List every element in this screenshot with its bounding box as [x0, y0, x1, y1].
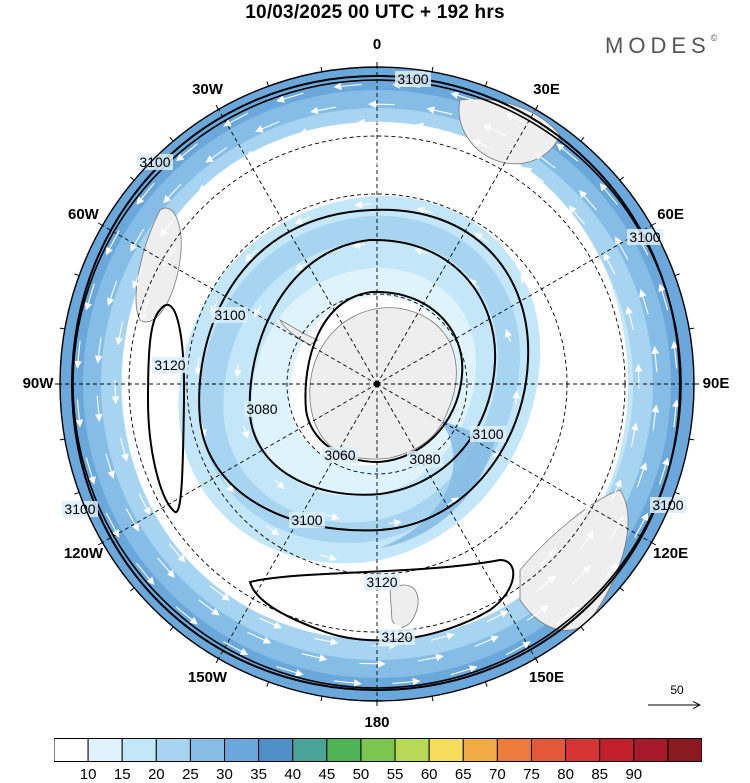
border-tick: [432, 67, 433, 72]
border-tick: [216, 105, 219, 109]
longitude-label-lon0: 0: [347, 36, 407, 53]
contour-label: 3100: [397, 71, 428, 87]
colorbar-swatch: [88, 739, 122, 762]
border-tick: [130, 588, 134, 591]
border-tick: [74, 492, 79, 494]
border-tick: [267, 682, 269, 687]
contour-label: 3120: [381, 629, 412, 645]
longitude-label-lon150e: 150E: [517, 669, 577, 686]
border-tick: [321, 67, 322, 72]
border-tick: [267, 81, 269, 86]
contour-label: 3120: [154, 357, 185, 373]
colorbar-swatch: [395, 739, 429, 762]
colorbar-swatch: [122, 739, 156, 762]
border-tick: [432, 696, 433, 701]
colorbar: [54, 738, 702, 762]
contour-label: 3080: [246, 401, 277, 417]
border-tick: [689, 328, 694, 329]
contour-label: 3100: [64, 501, 95, 517]
border-tick: [130, 177, 134, 180]
colorbar-swatch: [156, 739, 190, 762]
border-tick: [60, 328, 65, 329]
colorbar-swatch: [225, 739, 259, 762]
border-tick: [689, 439, 694, 440]
colorbar-swatch: [634, 739, 668, 762]
contour-label: 3080: [409, 451, 440, 467]
border-tick: [620, 177, 624, 180]
contour-label: 3100: [472, 426, 503, 442]
border-tick: [581, 627, 584, 631]
border-tick: [581, 137, 584, 141]
contour-label: 3100: [214, 307, 245, 323]
colorbar-swatch: [429, 739, 463, 762]
longitude-label-lon30e: 30E: [517, 81, 577, 98]
border-tick: [675, 274, 680, 276]
colorbar-swatch: [259, 739, 293, 762]
colorbar-swatch: [327, 739, 361, 762]
colorbar-swatch: [463, 739, 497, 762]
colorbar-label: 90: [614, 766, 654, 783]
colorbar-swatch: [600, 739, 634, 762]
border-tick: [170, 627, 173, 631]
longitude-label-lon90w: 90W: [8, 375, 68, 392]
colorbar-swatch: [668, 739, 702, 762]
border-tick: [321, 696, 322, 701]
border-tick: [485, 81, 487, 86]
colorbar-swatch: [54, 739, 88, 762]
colorbar-swatch: [566, 739, 600, 762]
border-tick: [536, 105, 539, 109]
longitude-label-lon120w: 120W: [53, 545, 113, 562]
border-tick: [536, 659, 539, 663]
colorbar-swatch: [531, 739, 565, 762]
longitude-label-lon90e: 90E: [686, 375, 746, 392]
streamline-arrow: [358, 122, 382, 123]
border-tick: [98, 223, 102, 226]
colorbar-swatch: [361, 739, 395, 762]
contour-label: 3100: [139, 154, 170, 170]
border-tick: [216, 659, 219, 663]
border-tick: [652, 223, 656, 226]
streamline-arrow: [638, 365, 639, 389]
longitude-label-lon30w: 30W: [178, 81, 238, 98]
longitude-label-lon180: 180: [347, 714, 407, 731]
streamline-arrow: [115, 380, 116, 404]
south-pole-dot: [374, 381, 380, 387]
streamline-arrow: [373, 645, 397, 646]
border-tick: [620, 588, 624, 591]
colorbar-swatch: [497, 739, 531, 762]
border-tick: [675, 492, 680, 494]
colorbar-swatch: [190, 739, 224, 762]
border-tick: [74, 274, 79, 276]
reference-vector-value: 50: [662, 683, 692, 697]
border-tick: [170, 137, 173, 141]
longitude-label-lon120e: 120E: [641, 545, 701, 562]
border-tick: [485, 682, 487, 687]
contour-label: 3100: [629, 229, 660, 245]
longitude-label-lon60e: 60E: [641, 206, 701, 223]
colorbar-swatch: [293, 739, 327, 762]
border-tick: [60, 439, 65, 440]
longitude-label-lon60w: 60W: [53, 206, 113, 223]
contour-label: 3100: [291, 512, 322, 528]
contour-label: 3120: [366, 574, 397, 590]
contour-label: 3060: [324, 447, 355, 463]
longitude-label-lon150w: 150W: [178, 669, 238, 686]
